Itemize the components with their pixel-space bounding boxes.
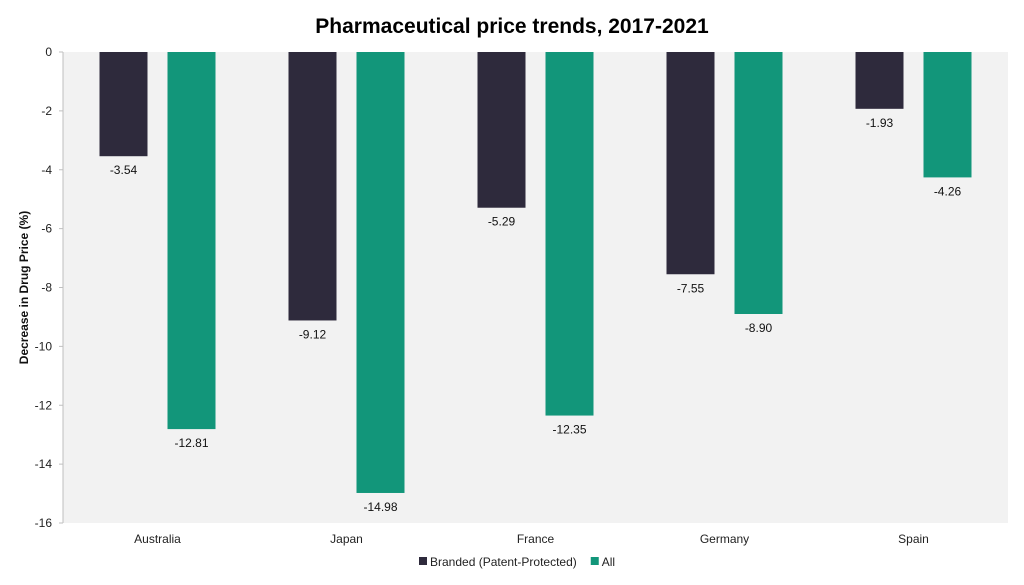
y-tick-label: -16 — [35, 516, 53, 530]
bar-all-japan — [356, 52, 405, 493]
bar-all-spain — [923, 52, 972, 178]
y-axis-title: Decrease in Drug Price (%) — [17, 211, 31, 364]
bars — [99, 52, 972, 493]
y-tick-label: -2 — [41, 104, 52, 118]
legend-swatch-all — [590, 557, 599, 565]
bar-branded-germany — [666, 52, 715, 275]
data-label: -8.90 — [745, 321, 773, 335]
data-label: -12.81 — [174, 436, 208, 450]
bar-all-germany — [734, 52, 783, 314]
category-label-australia: Australia — [134, 532, 181, 546]
y-tick-label: 0 — [45, 45, 52, 59]
legend-swatch-branded — [419, 557, 427, 565]
y-tick-label: -10 — [35, 339, 53, 353]
data-label: -4.26 — [934, 184, 962, 198]
bar-branded-spain — [855, 52, 904, 109]
data-labels: -3.54 -12.81 -9.12 -14.98 -5.29 -12.35 -7.55 -8… — [110, 116, 962, 514]
data-label: -5.29 — [488, 215, 516, 229]
category-label-spain: Spain — [898, 532, 929, 546]
legend-label-branded: Branded (Patent-Protected) — [430, 555, 577, 569]
data-label: -14.98 — [363, 500, 397, 514]
bar-branded-france — [477, 52, 526, 208]
bar-branded-australia — [99, 52, 148, 157]
category-label-japan: Japan — [330, 532, 363, 546]
bar-all-australia — [167, 52, 216, 430]
data-label: -12.35 — [552, 423, 586, 437]
y-tick-label: -4 — [41, 163, 52, 177]
data-label: -3.54 — [110, 163, 138, 177]
y-tick-label: -8 — [41, 281, 52, 295]
legend: Branded (Patent-Protected) All — [419, 555, 615, 569]
data-label: -1.93 — [866, 116, 894, 130]
data-label: -9.12 — [299, 327, 327, 341]
y-tick-label: -14 — [35, 457, 53, 471]
y-tick-label: -12 — [35, 398, 53, 412]
y-tick-label: -6 — [41, 222, 52, 236]
chart-title: Pharmaceutical price trends, 2017-2021 — [315, 15, 709, 38]
category-labels: Australia Japan France Germany Spain — [134, 532, 929, 546]
legend-label-all: All — [602, 555, 615, 569]
data-label: -7.55 — [677, 281, 705, 295]
category-label-france: France — [517, 532, 555, 546]
plot-area — [63, 52, 1008, 523]
y-axis-ticks: 0 -2 -4 -6 -8 -10 -12 -14 -16 — [35, 45, 64, 530]
bar-branded-japan — [288, 52, 337, 321]
category-label-germany: Germany — [700, 532, 749, 546]
bar-all-france — [545, 52, 594, 416]
